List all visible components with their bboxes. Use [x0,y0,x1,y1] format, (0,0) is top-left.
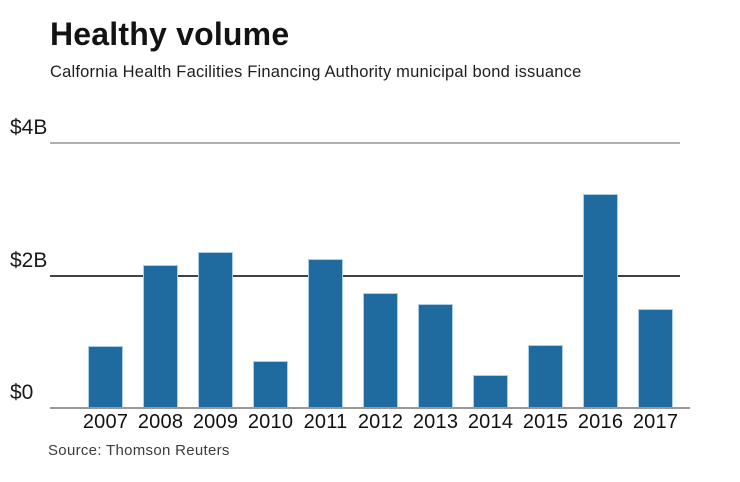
x-tick-label-2010: 2010 [247,411,294,433]
x-tick-label-2008: 2008 [137,411,184,433]
gridline-4b [50,142,680,144]
x-tick-label-2007: 2007 [82,411,129,433]
gridline-2b [50,274,680,277]
x-tick-label-2011: 2011 [303,411,348,433]
x-tick-label-2016: 2016 [577,411,624,433]
bar-2015 [528,345,563,407]
gridline-0 [50,407,690,409]
source-note: Source: Thomson Reuters [48,442,230,459]
bar-2008 [143,265,178,407]
x-tick-label-2012: 2012 [357,411,404,433]
chart-subtitle: Calfornia Health Facilities Financing Au… [50,63,582,81]
x-tick-label-2014: 2014 [467,411,514,433]
bar-2013 [418,304,453,407]
bar-2011 [308,259,343,407]
x-tick-label-2009: 2009 [192,411,239,433]
bar-2010 [253,361,288,407]
bar-2016 [583,194,618,407]
y-tick-label: $0 [10,381,34,404]
y-tick-label: $2B [10,248,48,272]
x-tick-label-2015: 2015 [522,411,569,433]
bar-2017 [638,309,673,407]
chart-title: Healthy volume [50,16,290,52]
y-tick-label: $4B [10,116,48,139]
bar-2007 [88,346,123,407]
x-tick-label-2013: 2013 [412,411,459,433]
bar-2012 [363,293,398,407]
x-tick-label-2017: 2017 [632,411,679,433]
bar-2009 [198,252,233,407]
bar-2014 [473,375,508,407]
